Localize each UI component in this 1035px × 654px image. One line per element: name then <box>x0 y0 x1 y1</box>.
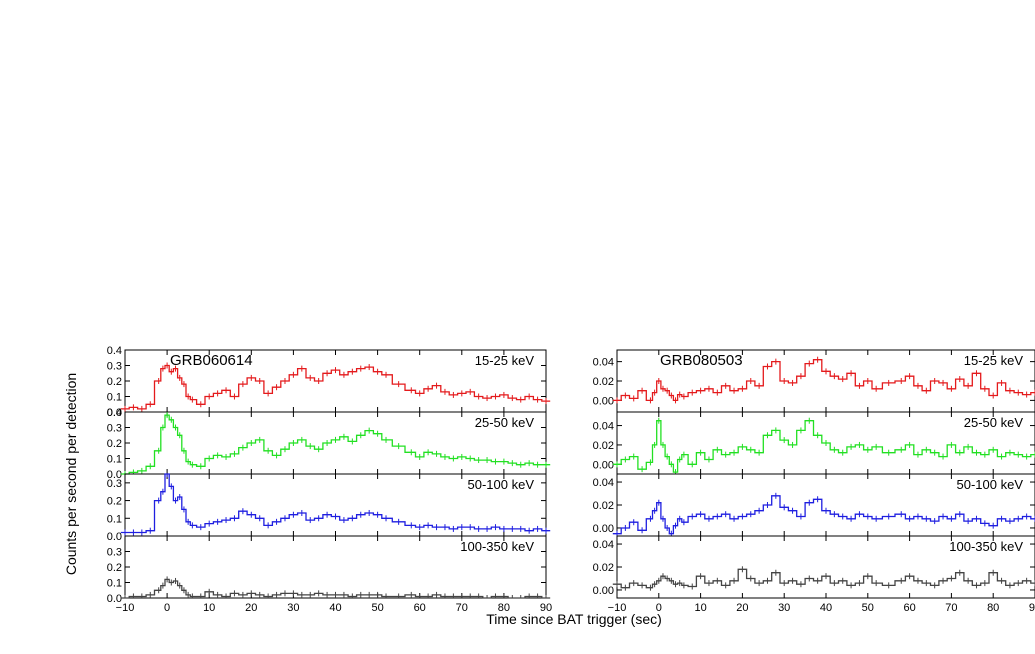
x-tick-label: 60 <box>414 602 426 614</box>
y-tick-label: 0.2 <box>107 438 122 450</box>
light-curve-25-50 keV <box>120 414 551 475</box>
band-label: 15-25 keV <box>964 353 1024 368</box>
y-tick-label: 0.1 <box>107 578 122 590</box>
x-tick-label: 70 <box>945 602 957 614</box>
y-tick-label: 0.0 <box>107 469 122 481</box>
x-tick-label: 70 <box>456 602 468 614</box>
grb-title: GRB060614 <box>170 352 253 369</box>
x-tick-label: 0 <box>656 602 662 614</box>
band-label: 25-50 keV <box>964 415 1024 430</box>
x-axis-label: Time since BAT trigger (sec) <box>486 611 662 627</box>
y-tick-label: 0.0 <box>107 531 122 543</box>
y-tick-label: 0.00 <box>593 523 614 535</box>
y-tick-label: 0.2 <box>107 562 122 574</box>
x-tick-label: 50 <box>371 602 383 614</box>
light-curve-25-50 keV <box>612 420 1035 473</box>
panel-100-350 keV: 0.00 0.02 0.04 100-350 keV <box>593 535 1035 599</box>
y-tick-label: 0.02 <box>593 562 614 574</box>
band-label: 25-50 keV <box>475 415 535 430</box>
band-label: 15-25 keV <box>475 353 535 368</box>
band-label: 100-350 keV <box>949 539 1023 554</box>
y-tick-label: 0.1 <box>107 513 122 525</box>
y-tick-label: 0.00 <box>593 395 614 407</box>
y-tick-label: 0.04 <box>593 539 614 551</box>
panel-15-25 keV: 0.0 0.1 0.2 0.3 0.4 15-25 keV GRB060614 <box>107 345 551 419</box>
x-tick-label: 0 <box>164 602 170 614</box>
y-tick-label: 0.0 <box>107 593 122 605</box>
y-tick-label: 0.02 <box>593 376 614 388</box>
panel-100-350 keV: 0.0 0.1 0.2 0.3 100-350 keV <box>107 535 551 605</box>
x-tick-label: 80 <box>987 602 999 614</box>
y-tick-label: 0.3 <box>107 478 122 490</box>
y-axis-label: Counts per second per detection <box>63 373 79 575</box>
y-tick-label: 0.00 <box>593 459 614 471</box>
light-curve-100-350 keV <box>120 578 551 599</box>
light-curve-15-25 keV <box>612 359 1035 402</box>
y-tick-label: 0.3 <box>107 547 122 559</box>
x-tick-label: 30 <box>778 602 790 614</box>
y-tick-label: 0.3 <box>107 361 122 373</box>
chart-GRB060614: 0.00.10.20.30.415-25 keVGRB0606140.00.10… <box>107 345 552 614</box>
y-tick-label: 0.02 <box>593 500 614 512</box>
x-tick-label: 10 <box>694 602 706 614</box>
light-curve-50-100 keV <box>612 495 1035 535</box>
x-tick-label: −10 <box>116 602 135 614</box>
light-curve-100-350 keV <box>612 568 1035 589</box>
light-curve-15-25 keV <box>120 364 551 410</box>
y-tick-label: 0.2 <box>107 496 122 508</box>
panel-25-50 keV: 0.00 0.02 0.04 25-50 keV <box>593 411 1035 475</box>
y-tick-label: 0.3 <box>107 423 122 435</box>
y-tick-label: 0.0 <box>107 407 122 419</box>
y-tick-label: 0.1 <box>107 392 122 404</box>
y-tick-label: 0.04 <box>593 477 614 489</box>
x-tick-label: 50 <box>862 602 874 614</box>
band-label: 50-100 keV <box>468 477 535 492</box>
y-tick-label: 0.4 <box>107 345 122 357</box>
x-tick-label: −10 <box>608 602 627 614</box>
y-tick-label: 0.00 <box>593 585 614 597</box>
x-tick-label: 20 <box>245 602 257 614</box>
x-tick-label: 30 <box>287 602 299 614</box>
grb-title: GRB080503 <box>660 352 743 369</box>
x-tick-label: 10 <box>203 602 215 614</box>
x-tick-label: 90 <box>540 602 552 614</box>
x-tick-label: 60 <box>903 602 915 614</box>
x-tick-label: 40 <box>820 602 832 614</box>
x-tick-label: 40 <box>329 602 341 614</box>
y-tick-label: 0.2 <box>107 376 122 388</box>
band-label: 50-100 keV <box>957 477 1024 492</box>
x-tick-label: 80 <box>498 602 510 614</box>
panel-25-50 keV: 0.0 0.1 0.2 0.3 0.4 25-50 keV <box>107 407 551 481</box>
chart-GRB080503: 0.000.020.04 15-25 keVGRB0805030.000.020.… <box>593 349 1035 614</box>
panel-50-100 keV: 0.0 0.1 0.2 0.3 50-100 keV <box>107 473 551 543</box>
y-tick-label: 0.1 <box>107 454 122 466</box>
x-tick-label: 20 <box>736 602 748 614</box>
band-label: 100-350 keV <box>460 539 534 554</box>
panel-15-25 keV: 0.00 0.02 0.04 15-25 keV GRB080503 <box>593 349 1035 413</box>
y-tick-label: 0.04 <box>593 421 614 433</box>
charts-group: 0.00.10.20.30.415-25 keVGRB0606140.00.10… <box>107 345 1035 614</box>
x-tick-label: 90 <box>1029 602 1035 614</box>
y-tick-label: 0.02 <box>593 440 614 452</box>
y-tick-label: 0.04 <box>593 357 614 369</box>
light-curve-50-100 keV <box>120 473 551 534</box>
panel-50-100 keV: 0.00 0.02 0.04 50-100 keV <box>593 473 1035 537</box>
y-tick-label: 0.4 <box>107 407 122 419</box>
